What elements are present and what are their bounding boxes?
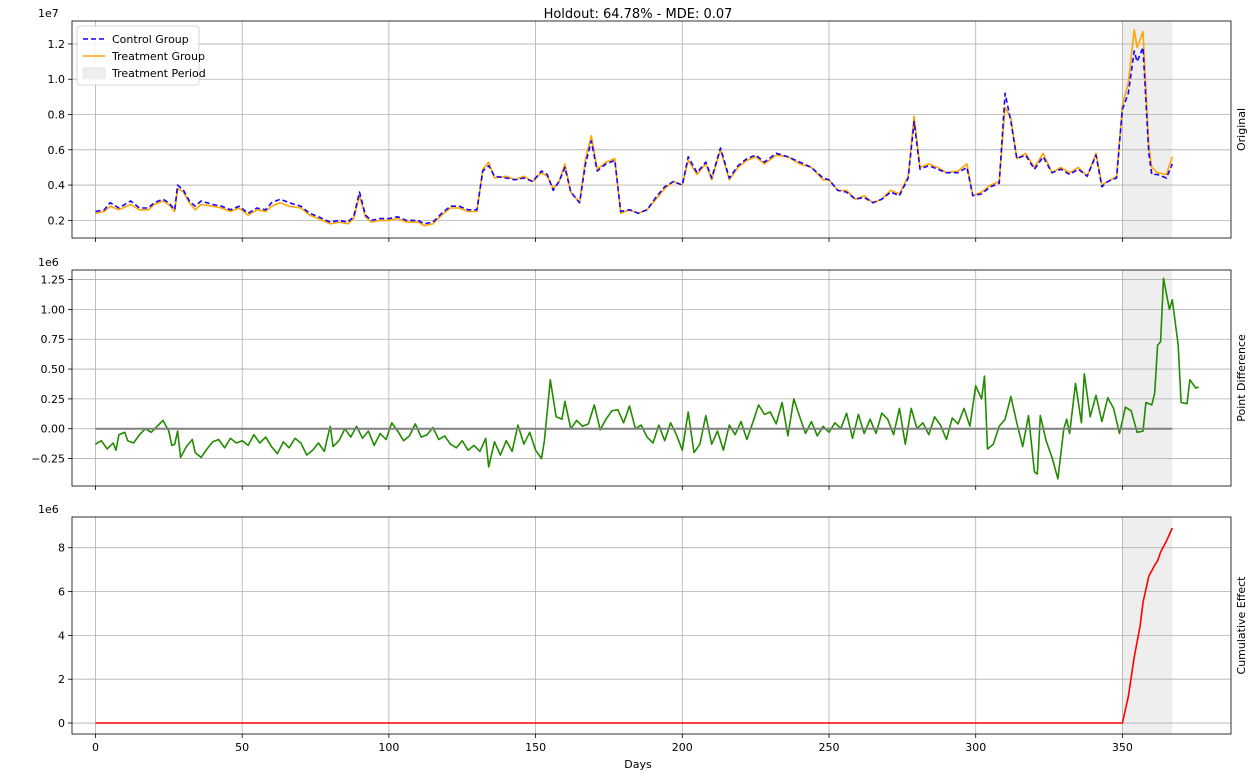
treatment-period-region <box>1122 270 1173 486</box>
legend-box <box>76 25 200 86</box>
treatment-period-region <box>1122 517 1173 734</box>
panel-ylabel: Cumulative Effect <box>1235 576 1248 675</box>
y-tick-label: 1.00 <box>41 303 66 316</box>
y-offset-label: 1e6 <box>38 256 59 269</box>
x-tick-label: 350 <box>1112 741 1133 754</box>
axes-frame <box>71 516 1232 735</box>
series-line-control <box>95 46 1174 225</box>
x-tick-label: 50 <box>235 741 249 754</box>
y-tick-label: 0.75 <box>41 333 66 346</box>
axes-frame <box>71 20 1232 239</box>
series-line-point_difference <box>95 277 1199 480</box>
legend-label: Treatment Period <box>111 67 206 80</box>
x-tick-label: 200 <box>672 741 693 754</box>
panel-ylabel: Point Difference <box>1235 334 1248 422</box>
y-tick-label: 4 <box>58 629 65 642</box>
y-tick-label: 0.00 <box>41 423 66 436</box>
y-tick-label: 8 <box>58 542 65 555</box>
y-tick-label: 1.0 <box>48 73 66 86</box>
x-tick-label: 150 <box>525 741 546 754</box>
panel-ylabel: Original <box>1235 108 1248 151</box>
x-tick-label: 300 <box>965 741 986 754</box>
y-tick-label: 0.25 <box>41 393 66 406</box>
y-tick-label: 0.2 <box>48 214 66 227</box>
y-tick-label: −0.25 <box>31 453 65 466</box>
axes-frame <box>71 269 1232 487</box>
y-offset-label: 1e7 <box>38 7 59 20</box>
y-tick-label: 1.25 <box>41 274 66 287</box>
y-tick-label: 0.6 <box>48 144 66 157</box>
x-tick-label: 0 <box>92 741 99 754</box>
y-tick-label: 2 <box>58 673 65 686</box>
y-tick-label: 0.50 <box>41 363 66 376</box>
y-offset-label: 1e6 <box>38 503 59 516</box>
chart-panel-original: 0.2 0.4 0.6 0.8 1.0 1.2 1e7 Original Control Gro… <box>38 7 1248 242</box>
x-tick-label: 100 <box>378 741 399 754</box>
y-tick-label: 0.8 <box>48 109 66 122</box>
y-tick-label: 0 <box>58 717 65 730</box>
x-axis-label: Days <box>624 758 652 771</box>
chart-panel-point_difference: −0.25 0.00 0.25 0.50 0.75 1.00 1.25 1e6 Point Di… <box>31 256 1248 490</box>
legend-swatch-patch <box>82 67 106 79</box>
chart-title: Holdout: 64.78% - MDE: 0.07 <box>544 7 733 22</box>
chart-panel-cumulative_effect: 0 50 100 150 200 250 300 350 0 2 4 6 8 1e6 Cumulative … <box>38 503 1248 754</box>
x-tick-label: 250 <box>819 741 840 754</box>
series-line-treatment <box>95 29 1174 227</box>
y-tick-label: 6 <box>58 586 65 599</box>
y-tick-label: 1.2 <box>48 38 66 51</box>
legend-label: Treatment Group <box>111 50 205 63</box>
series-line-cumulative <box>95 527 1174 724</box>
legend-label: Control Group <box>112 33 189 46</box>
y-tick-label: 0.4 <box>48 179 66 192</box>
